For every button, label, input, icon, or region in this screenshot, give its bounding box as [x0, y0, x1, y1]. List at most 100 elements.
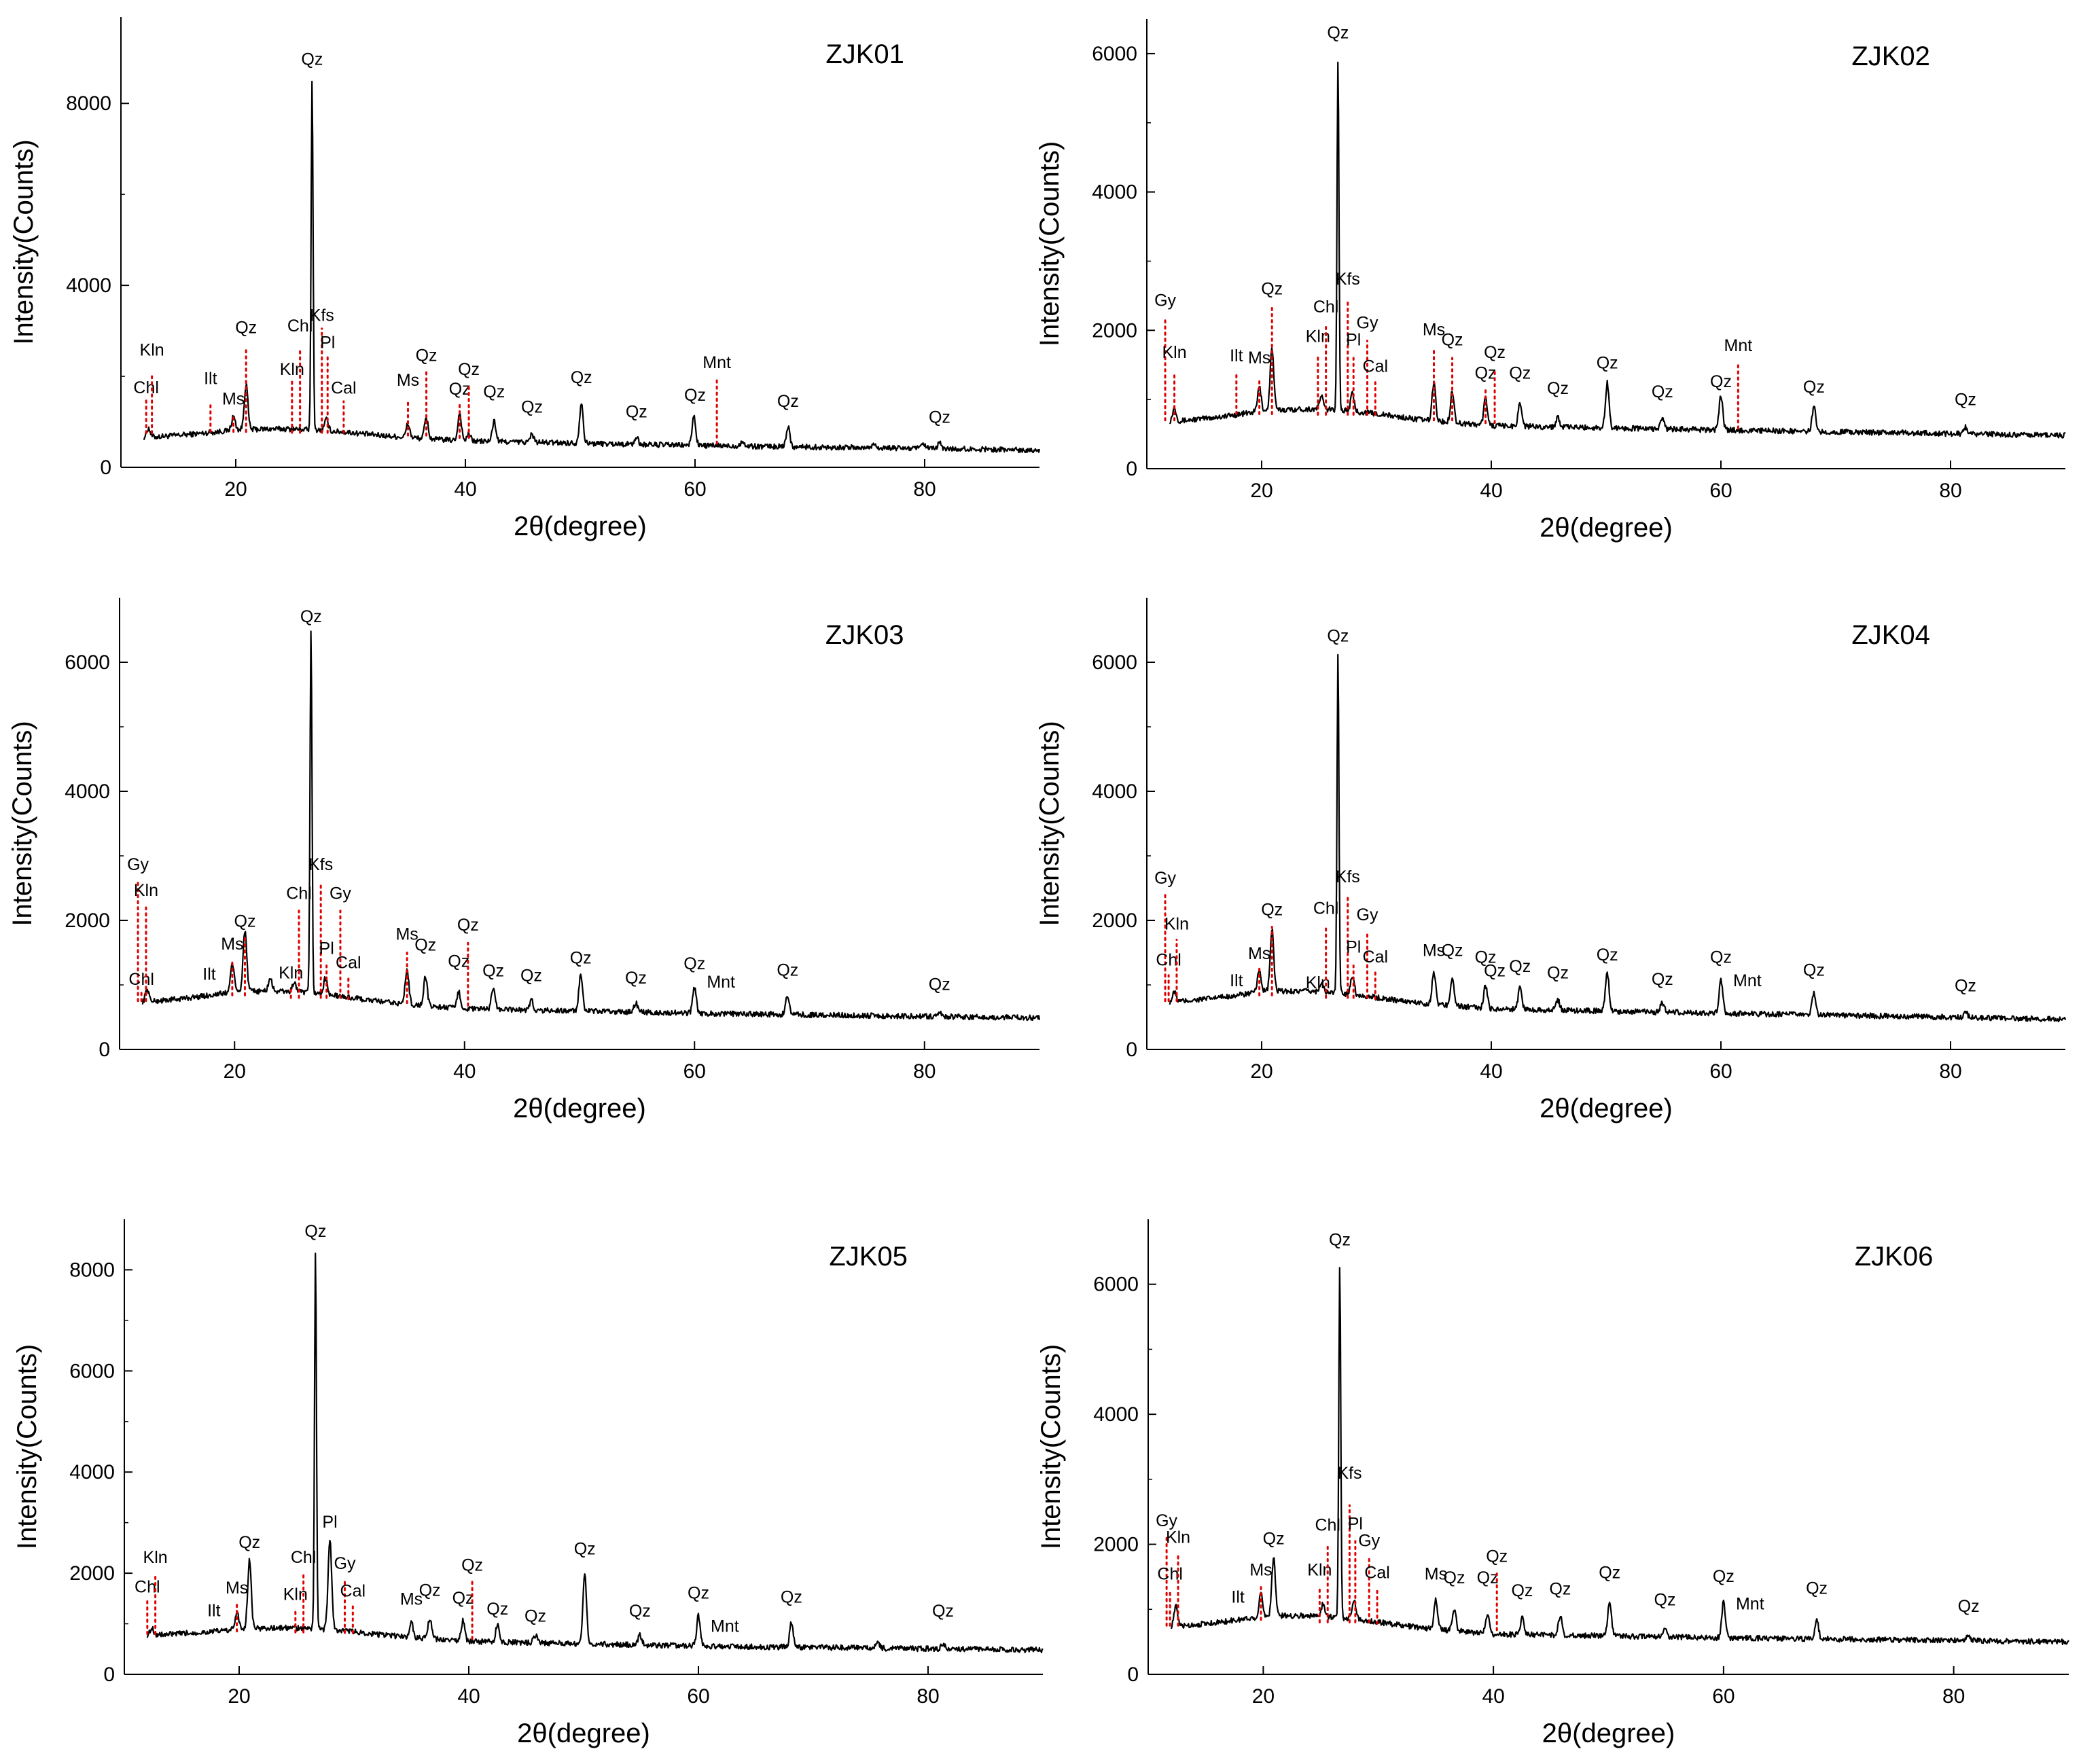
- chart-panel-zjk04: 20 40 60 80 0 2000 4000 6000 2θ(degree) Intensity…: [1035, 598, 2067, 1123]
- peak-label: Qz: [1955, 390, 1976, 409]
- x-tick-label: 60: [683, 478, 706, 501]
- peak-label: Chl: [1156, 951, 1181, 970]
- peak-label: Qz: [452, 1589, 474, 1608]
- peak-label: Chl: [133, 378, 159, 397]
- peak-label: Mnt: [702, 353, 731, 372]
- peak-label: Ms: [400, 1589, 423, 1608]
- x-tick-label: 40: [1480, 480, 1502, 502]
- peak-label: Ms: [222, 390, 245, 409]
- peak-label: Qz: [932, 1602, 954, 1621]
- chart-panel-zjk01: 20 40 60 80 0 4000 8000 2θ(degree) Intensity(Cou…: [9, 17, 1041, 541]
- peak-label: Qz: [521, 398, 543, 417]
- peak-label: Qz: [300, 607, 322, 626]
- y-axis-title: Intensity(Counts): [9, 139, 39, 344]
- peak-label: Qz: [1327, 627, 1349, 646]
- peak-label: Ms: [226, 1579, 248, 1598]
- peak-label: Qz: [457, 916, 479, 935]
- peak-label: Qz: [1509, 957, 1531, 976]
- y-tick-label: 6000: [1092, 651, 1137, 674]
- peak-label: Qz: [419, 1581, 441, 1600]
- peak-label: Kln: [1164, 914, 1189, 933]
- peak-label: Chl: [1315, 1515, 1340, 1534]
- peak-label: Ilt: [1230, 346, 1243, 365]
- peak-label: Qz: [1484, 962, 1506, 981]
- peak-label: Qz: [1958, 1597, 1980, 1616]
- peak-label: Qz: [1263, 1530, 1285, 1549]
- peak-label: Cal: [331, 379, 357, 398]
- peak-label: Qz: [448, 952, 469, 971]
- peak-label: Cal: [1364, 1563, 1390, 1582]
- y-tick-label: 8000: [69, 1259, 115, 1281]
- peak-label: Cal: [1363, 948, 1389, 967]
- x-tick-label: 20: [1252, 1685, 1275, 1708]
- peak-label: Mnt: [711, 1617, 739, 1636]
- peak-label: Qz: [1442, 941, 1463, 960]
- peak-label: Qz: [1806, 1579, 1828, 1598]
- peak-label: Qz: [1549, 1579, 1571, 1598]
- peak-label: Ilt: [202, 965, 216, 984]
- peak-label: Qz: [524, 1607, 546, 1626]
- y-tick-label: 6000: [1092, 43, 1137, 65]
- y-tick-label: 4000: [66, 274, 111, 297]
- y-tick-label: 0: [1127, 1663, 1139, 1686]
- peak-label: Ms: [1423, 320, 1445, 339]
- peak-label: Gy: [1357, 313, 1379, 332]
- peak-label: Qz: [235, 318, 257, 337]
- sample-label: ZJK05: [829, 1242, 908, 1272]
- peak-label: Qz: [574, 1540, 596, 1559]
- xrd-trace: [1169, 61, 2066, 439]
- peak-label: Qz: [1444, 1568, 1465, 1587]
- peak-label: Qz: [520, 966, 542, 985]
- y-tick-label: 0: [100, 456, 111, 479]
- xrd-trace: [146, 1253, 1044, 1653]
- peak-label: Qz: [570, 949, 592, 968]
- x-tick-label: 60: [1709, 480, 1732, 502]
- peak-label: Qz: [777, 392, 799, 411]
- peak-label: Chl: [128, 970, 154, 989]
- peak-label: Kln: [1162, 343, 1186, 362]
- peak-label: Qz: [1597, 353, 1618, 372]
- y-axis-title: Intensity(Counts): [1035, 141, 1065, 346]
- y-tick-label: 2000: [65, 910, 110, 932]
- chart-panel-zjk02: 20 40 60 80 0 2000 4000 6000 2θ(degree) Intensity…: [1035, 19, 2066, 543]
- peak-label: Pl: [1346, 938, 1361, 957]
- peak-label: Qz: [626, 402, 647, 421]
- peak-label: Qz: [458, 360, 480, 379]
- xrd-trace: [1169, 653, 2067, 1023]
- peak-label: Qz: [1955, 977, 1976, 996]
- peak-label: Kln: [1307, 1561, 1332, 1580]
- y-axis-title: Intensity(Counts): [12, 1344, 42, 1549]
- peak-label: Cal: [336, 953, 361, 972]
- y-tick-label: 2000: [69, 1562, 115, 1585]
- x-tick-label: 20: [224, 478, 247, 501]
- peak-label: Qz: [304, 1222, 326, 1241]
- peak-label: Kln: [1166, 1528, 1190, 1547]
- peak-label: Qz: [1509, 364, 1531, 383]
- peak-label: Qz: [629, 1602, 651, 1621]
- sample-label: ZJK04: [1851, 620, 1930, 650]
- sample-label: ZJK03: [825, 620, 904, 650]
- y-tick-label: 6000: [1093, 1274, 1139, 1296]
- peak-label: Kln: [140, 340, 164, 359]
- sample-label: ZJK01: [825, 39, 904, 69]
- y-axis-title: Intensity(Counts): [1035, 721, 1065, 926]
- peak-label: Qz: [483, 382, 505, 401]
- x-tick-label: 40: [1480, 1060, 1502, 1083]
- peak-label: Qz: [625, 969, 647, 988]
- peak-label: Qz: [416, 346, 438, 365]
- peak-label: Qz: [1484, 343, 1506, 362]
- peak-label: Kfs: [1337, 1464, 1362, 1483]
- chart-panel-zjk03: 20 40 60 80 0 2000 4000 6000 2θ(degree) Intensity…: [7, 598, 1041, 1123]
- peak-label: Ms: [397, 371, 419, 390]
- peak-label: Qz: [571, 368, 592, 387]
- peak-label: Qz: [461, 1555, 483, 1574]
- peak-label: Qz: [234, 912, 256, 931]
- peak-label: Qz: [684, 386, 706, 405]
- x-tick-label: 80: [1939, 1060, 1961, 1083]
- peak-label: Qz: [238, 1533, 260, 1552]
- peak-label: Pl: [322, 1513, 337, 1532]
- y-tick-label: 2000: [1092, 319, 1137, 342]
- peak-label: Qz: [1710, 372, 1732, 391]
- x-tick-label: 80: [1942, 1685, 1965, 1708]
